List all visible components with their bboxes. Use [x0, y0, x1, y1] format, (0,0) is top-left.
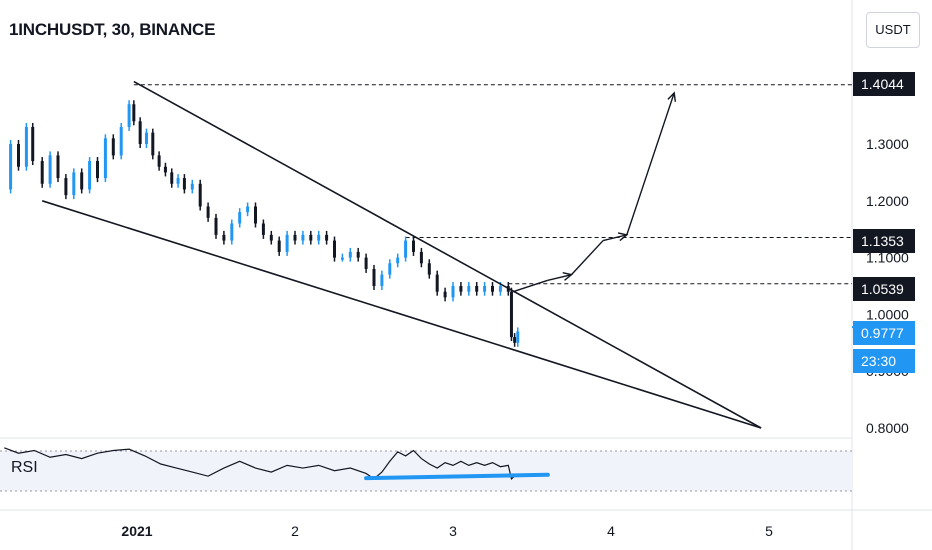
candle-body-up [230, 223, 234, 241]
price-badge-target-high: 1.4044 [853, 72, 915, 96]
candle-body-down [64, 178, 68, 196]
chart-title: 1INCHUSDT, 30, BINANCE [9, 20, 216, 39]
candle-body-up [88, 161, 92, 190]
candle-body-up [348, 251, 352, 258]
candle-body-down [309, 234, 313, 241]
rsi-line [4, 447, 517, 480]
candle-body-down [182, 178, 186, 190]
last-price-badge: 0.9777 [853, 321, 915, 345]
x-tick-label: 5 [765, 523, 773, 539]
projection-segment [602, 234, 627, 242]
candle-body-up [9, 144, 13, 190]
candle-body-down [427, 263, 431, 275]
candle-body-up [380, 274, 384, 286]
x-tick-label: 2 [291, 523, 299, 539]
candle-body-down [293, 234, 297, 241]
candle-body-down [509, 291, 513, 338]
y-tick-label: 1.2000 [866, 193, 909, 209]
candle-body-down [170, 172, 174, 184]
candle-body-down [17, 144, 20, 167]
candle-body-up [144, 132, 148, 144]
candle-body-up [483, 286, 487, 292]
rsi-divergence-line [364, 472, 550, 481]
candle-body-down [443, 291, 447, 298]
candle-body-down [412, 240, 415, 252]
candle-body-down [475, 286, 479, 292]
candle-body-up [451, 286, 455, 298]
candle-body-down [31, 126, 35, 162]
candle-body-down [372, 268, 376, 286]
candle-body-up [404, 240, 408, 258]
wedge-upper-line [133, 80, 762, 429]
candle-body-down [40, 161, 44, 184]
candle-body-up [238, 212, 242, 224]
candle-body-down [157, 155, 161, 167]
candle-body-down [419, 251, 423, 264]
y-tick-label: 1.3000 [866, 136, 909, 152]
candle-body-down [111, 138, 115, 156]
candle-body-down [364, 257, 368, 269]
price-badge-target-mid: 1.1353 [853, 229, 915, 253]
candle-body-up [285, 234, 289, 252]
projection-segment [626, 92, 675, 236]
projection-arrowhead [667, 91, 677, 102]
price-badge-target-low: 1.0539 [853, 277, 915, 301]
candle-body-down [56, 155, 60, 179]
rsi-band [0, 451, 852, 491]
candle-body-down [80, 172, 84, 190]
candle-body-up [176, 178, 180, 184]
candle-body-down [513, 337, 517, 343]
candle-body-down [96, 161, 99, 179]
candle-body-up [24, 126, 28, 167]
y-tick-label: 1.1000 [866, 250, 909, 266]
candle-body-down [206, 206, 210, 218]
candle-body-down [333, 240, 336, 258]
candle-body-down [163, 166, 167, 173]
x-tick-label: 3 [449, 523, 457, 539]
countdown-badge: 23:30 [853, 349, 915, 373]
projection-segment [512, 279, 549, 293]
y-tick-label: 1.0000 [866, 306, 909, 322]
candle-body-down [254, 206, 257, 224]
candle-body-down [277, 240, 281, 252]
candle-body-up [467, 286, 471, 292]
candle-body-down [459, 286, 463, 292]
candle-body-up [340, 257, 344, 260]
candle-body-up [103, 138, 107, 179]
candle-body-up [388, 263, 392, 275]
candle-body-up [190, 183, 194, 190]
currency-button[interactable]: USDT [866, 12, 920, 48]
wedge-lower-line [41, 200, 762, 429]
candle-body-down [435, 274, 439, 292]
candle-body-up [396, 257, 400, 264]
candle-body-down [356, 251, 360, 258]
candle-body-down [269, 234, 273, 241]
candle-body-up [317, 234, 321, 241]
candle-body-down [132, 104, 136, 122]
x-tick-label: 2021 [121, 523, 152, 539]
candle-body-up [246, 206, 250, 213]
candle-body-up [127, 104, 131, 127]
projection-segment [570, 240, 604, 276]
candle-body-up [498, 286, 502, 292]
candle-body-up [48, 155, 52, 184]
rsi-label: RSI [11, 459, 38, 476]
candle-body-down [151, 132, 155, 156]
x-tick-label: 4 [607, 523, 615, 539]
y-tick-label: 0.8000 [866, 420, 909, 436]
candle-body-up [516, 331, 520, 343]
candle-body-down [261, 223, 265, 235]
candle-body-down [214, 217, 218, 235]
candle-body-down [198, 183, 202, 207]
candle-body-down [491, 286, 494, 292]
candle-body-down [325, 234, 329, 241]
candle-body-up [72, 172, 76, 196]
candle-body-up [301, 234, 305, 241]
candle-body-down [138, 121, 142, 144]
candle-body-up [119, 126, 123, 156]
candle-body-down [222, 234, 226, 241]
projection-segment [547, 273, 572, 282]
